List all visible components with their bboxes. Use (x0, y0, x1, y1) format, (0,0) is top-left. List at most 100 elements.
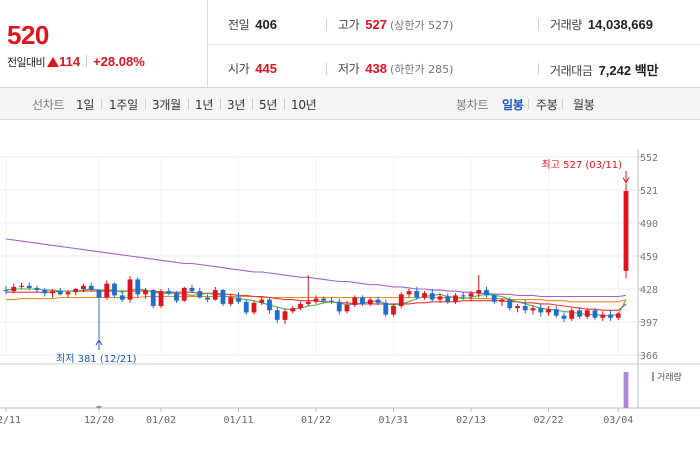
candle-body (298, 303, 303, 309)
candle-body (391, 306, 396, 315)
divider (538, 19, 539, 31)
volume-bar (96, 405, 102, 408)
candle-body (615, 313, 621, 318)
candle-body (305, 301, 311, 304)
candle-body (321, 298, 327, 301)
candle-body (11, 286, 17, 292)
candle-body (42, 290, 48, 294)
low-value: 438 (365, 61, 387, 76)
high-label: 고가 (338, 18, 360, 32)
candle-body (96, 290, 102, 298)
y-tick-label: 459 (640, 252, 658, 263)
divider (562, 99, 563, 109)
candle-body (274, 310, 280, 320)
period-3m-button[interactable]: 3개월 (152, 98, 181, 112)
candle-body (259, 299, 265, 303)
candle-body (290, 308, 296, 312)
candle-body (34, 287, 40, 291)
x-tick-label: 03/04 (603, 415, 633, 426)
candle-body (561, 315, 567, 319)
open-label: 시가 (228, 62, 250, 76)
interval-weekly-button[interactable]: 주봉 (536, 98, 558, 112)
volume-label: 거래량 (550, 18, 582, 32)
y-tick-label: 490 (640, 219, 658, 230)
candle-body (174, 293, 179, 301)
change-label: 전일대비 (7, 56, 46, 69)
lower-limit: (하한가 285) (389, 63, 454, 76)
trade-value-value: 7,242 백만 (598, 63, 659, 78)
candle-body (422, 293, 427, 298)
candle-body (522, 306, 528, 311)
candle-body (352, 297, 358, 305)
candle-body (313, 298, 319, 302)
candle-body (429, 293, 435, 300)
period-1w-button[interactable]: 1주일 (109, 98, 138, 112)
quote-summary: 520 전일대비 114 +28.08% 전일 406 고가 527 (상한가 527) … (0, 0, 700, 88)
candle-body (88, 285, 94, 291)
volume-legend-swatch (652, 372, 654, 381)
x-tick-label: 01/22 (301, 415, 331, 426)
period-5y-button[interactable]: 5년 (259, 98, 278, 112)
period-10y-button[interactable]: 10년 (291, 98, 317, 112)
interval-monthly-button[interactable]: 월봉 (573, 98, 595, 112)
candlestick-chart[interactable]: 552 521 490 459 428 397 366 12/11 12/20 01/02 01/1… (0, 121, 700, 450)
x-tick-label: 12/20 (84, 415, 114, 426)
candle-body (251, 302, 257, 313)
interval-daily-button[interactable]: 일봉 (502, 98, 524, 112)
candle-body (453, 295, 458, 302)
candle-body (623, 191, 629, 271)
volume-value: 14,038,669 (587, 17, 653, 32)
divider (252, 99, 253, 109)
ma120-line (5, 238, 627, 298)
candle-body (243, 301, 249, 313)
open-price: 시가 445 (228, 60, 277, 77)
day-high: 고가 527 (상한가 527) (338, 16, 453, 33)
candle-chart-label[interactable]: 봉차트 (456, 98, 489, 112)
candle-body (329, 300, 334, 302)
candle-body (414, 291, 420, 298)
candle-body (189, 287, 195, 292)
candle-body (491, 295, 497, 302)
line-chart-label[interactable]: 선차트 (32, 98, 65, 112)
candle-body (197, 291, 203, 298)
divider (188, 99, 189, 109)
candle-body (181, 287, 187, 301)
prev-close-value: 406 (255, 17, 277, 32)
x-tick-label: 01/31 (378, 415, 408, 426)
period-3y-button[interactable]: 3년 (227, 98, 246, 112)
y-tick-label: 552 (640, 153, 658, 164)
divider (220, 99, 221, 109)
low-annotation: 최저 381 (12/21) (56, 353, 137, 365)
candle-body (592, 310, 598, 318)
candle-body (360, 297, 365, 304)
candle-body (476, 290, 482, 294)
candle-body (282, 311, 288, 320)
period-1d-button[interactable]: 1일 (76, 98, 95, 112)
day-low: 저가 438 (하한가 285) (338, 60, 453, 77)
candle-body (515, 306, 520, 309)
candle-body (220, 290, 226, 304)
candle-body (600, 314, 606, 318)
upper-limit: (상한가 527) (389, 19, 454, 32)
candle-body (228, 297, 234, 304)
candle-body (205, 297, 210, 300)
period-1y-button[interactable]: 1년 (195, 98, 214, 112)
price-change: 전일대비 114 +28.08% (7, 54, 145, 70)
candle-body (57, 291, 63, 295)
high-annotation: 최고 527 (03/11) (542, 159, 623, 171)
candle-body (50, 291, 55, 294)
candle-body (484, 290, 489, 296)
candle-body (336, 301, 342, 312)
trade-value: 거래대금 7,242 백만 (550, 60, 659, 79)
divider (284, 99, 285, 109)
candle-body (507, 299, 513, 309)
candle-body (150, 290, 156, 307)
candle-body (577, 310, 582, 317)
candle-body (236, 297, 241, 302)
divider (326, 19, 327, 31)
ma5-line (5, 288, 627, 317)
divider (326, 63, 327, 75)
volume-legend-label: 거래량 (657, 371, 682, 383)
chart-toolbar: 선차트 1일 1주일 3개월 1년 3년 5년 10년 봉차트 일봉 주봉 월봉 (0, 88, 700, 120)
candle-body (530, 308, 536, 311)
